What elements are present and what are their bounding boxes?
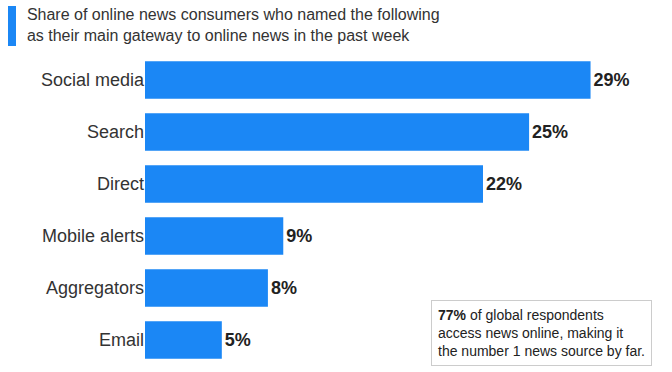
svg-text:5%: 5%	[225, 330, 251, 350]
svg-text:Aggregators: Aggregators	[46, 278, 144, 298]
svg-text:8%: 8%	[271, 278, 297, 298]
svg-text:77% of global respondentsacces: 77% of global respondentsaccess news onl…	[438, 307, 645, 359]
svg-text:Social media: Social media	[41, 70, 145, 90]
svg-text:25%: 25%	[532, 122, 568, 142]
svg-text:9%: 9%	[286, 226, 312, 246]
svg-text:Direct: Direct	[97, 174, 144, 194]
svg-text:Share of online news consumers: Share of online news consumers who named…	[27, 6, 440, 44]
svg-text:Mobile alerts: Mobile alerts	[42, 226, 144, 246]
svg-text:Search: Search	[87, 122, 144, 142]
svg-text:29%: 29%	[594, 70, 630, 90]
svg-text:22%: 22%	[486, 174, 522, 194]
svg-text:Email: Email	[99, 330, 144, 350]
